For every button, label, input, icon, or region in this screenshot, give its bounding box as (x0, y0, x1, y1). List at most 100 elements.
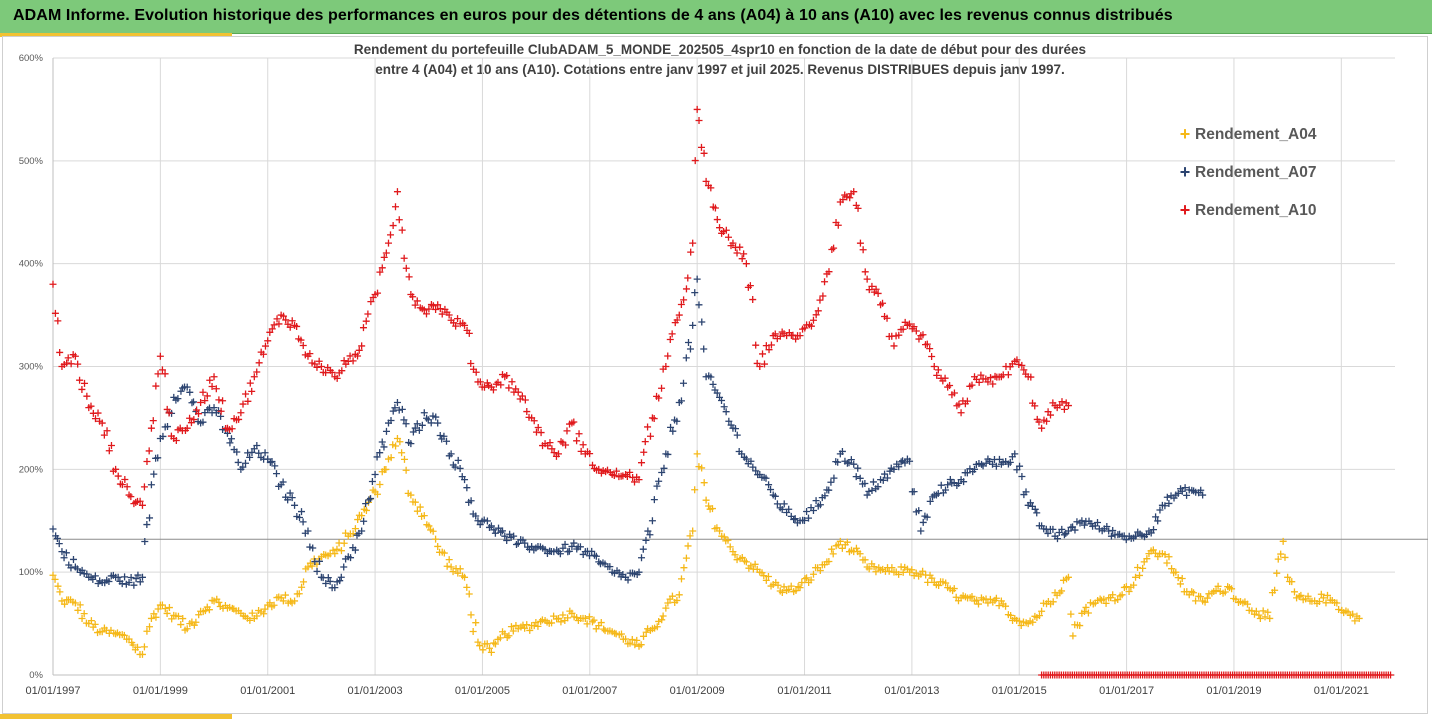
point (286, 323, 294, 331)
point-a04 (662, 604, 670, 612)
point (575, 430, 583, 438)
point (454, 569, 462, 577)
point (1015, 617, 1023, 625)
point (942, 486, 950, 494)
point (425, 305, 433, 313)
point (1228, 585, 1236, 593)
point (590, 616, 598, 624)
point (259, 350, 267, 358)
legend-label-a07: Rendement_A07 (1195, 164, 1317, 181)
point (570, 539, 578, 547)
point (644, 527, 652, 535)
point (324, 574, 332, 582)
point (637, 641, 645, 649)
point (680, 296, 688, 304)
point (585, 613, 593, 621)
point-a04 (702, 496, 710, 504)
point-a10 (1387, 671, 1395, 679)
point (382, 249, 390, 257)
point-a04 (1319, 594, 1327, 602)
point (762, 474, 770, 482)
x-tick-label: 01/01/2009 (670, 685, 725, 697)
point (1049, 598, 1057, 606)
point (792, 587, 800, 595)
point-a04 (1284, 573, 1292, 581)
point-a10 (850, 188, 858, 196)
point (129, 641, 137, 649)
point (443, 562, 451, 570)
point (937, 481, 945, 489)
point (1084, 609, 1092, 617)
point (973, 596, 981, 604)
point (440, 549, 448, 557)
point (747, 457, 755, 465)
point (479, 646, 487, 654)
point (713, 216, 721, 224)
point-a10 (358, 342, 366, 350)
point (658, 616, 666, 624)
point (631, 641, 639, 649)
point-a10 (264, 337, 272, 345)
point (989, 380, 997, 388)
point (134, 571, 142, 579)
point (1031, 505, 1039, 513)
point (870, 563, 878, 571)
point (667, 423, 675, 431)
point (597, 619, 605, 627)
point (315, 357, 323, 365)
point (1043, 417, 1051, 425)
point (942, 579, 950, 587)
point-a04 (447, 563, 455, 571)
point (926, 345, 934, 353)
point (872, 568, 880, 576)
point-a04 (1038, 607, 1046, 615)
point (429, 302, 437, 310)
point (707, 373, 715, 381)
point (926, 497, 934, 505)
point (1006, 458, 1014, 466)
point (239, 400, 247, 408)
point (642, 536, 650, 544)
point-a07 (138, 573, 146, 581)
point (438, 310, 446, 318)
point (445, 556, 453, 564)
point (1102, 599, 1110, 607)
point (268, 458, 276, 466)
point (415, 426, 423, 434)
point (503, 371, 511, 379)
point (1163, 559, 1171, 567)
point (687, 248, 695, 256)
point (454, 456, 462, 464)
point-a10 (156, 352, 164, 360)
point (886, 467, 894, 475)
point (354, 516, 362, 524)
point (1027, 373, 1035, 381)
point (778, 588, 786, 596)
point (1190, 589, 1198, 597)
accent-bar-bottom (0, 714, 232, 719)
point (725, 417, 733, 425)
point (485, 644, 493, 652)
point (684, 338, 692, 346)
point (895, 331, 903, 339)
point (642, 628, 650, 636)
point-a07 (863, 491, 871, 499)
chart-title: Rendement du portefeuille ClubADAM_5_MON… (353, 42, 1087, 57)
point-a04 (796, 584, 804, 592)
point (682, 285, 690, 293)
point (1165, 553, 1173, 561)
point (830, 474, 838, 482)
point (177, 621, 185, 629)
point (859, 246, 867, 254)
point (869, 478, 877, 486)
point-a07 (742, 455, 750, 463)
point (476, 642, 484, 650)
point (1082, 603, 1090, 611)
point (322, 580, 330, 588)
point (69, 555, 77, 563)
point (193, 406, 201, 414)
point (266, 458, 274, 466)
point (1060, 405, 1068, 413)
x-tick-label: 01/01/2019 (1206, 685, 1261, 697)
point (244, 397, 252, 405)
